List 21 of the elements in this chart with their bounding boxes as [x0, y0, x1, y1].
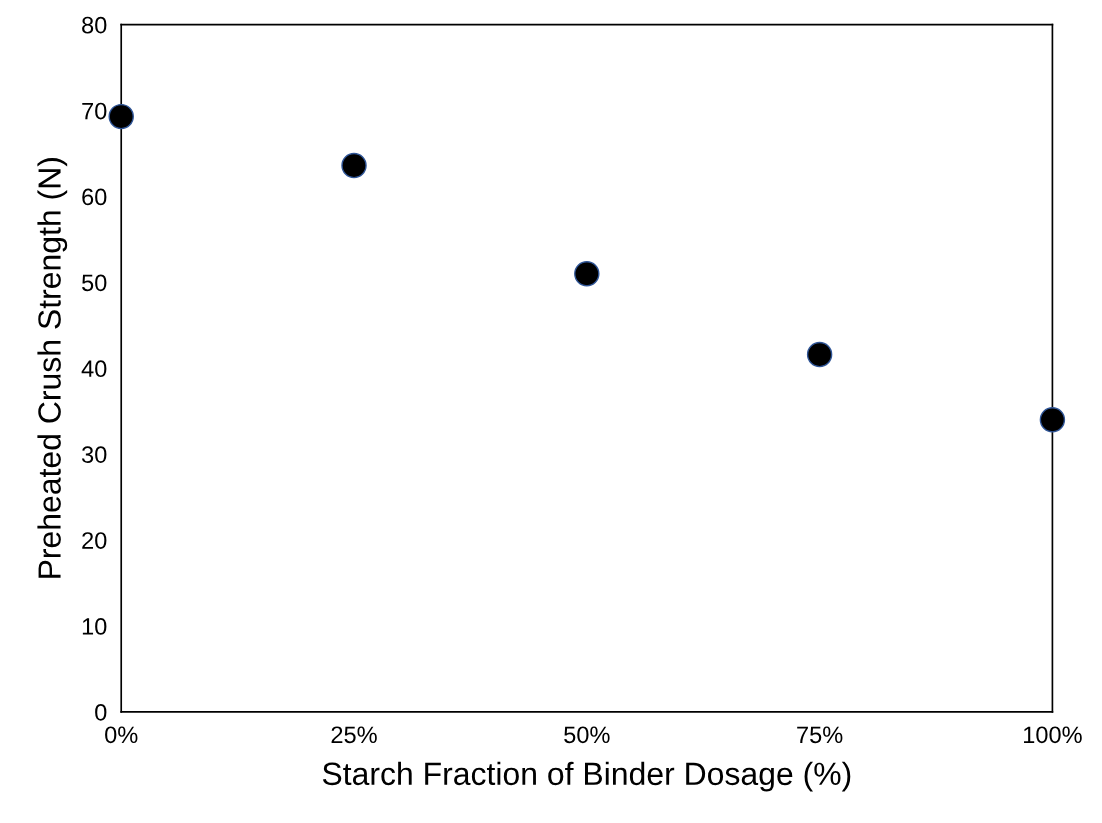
x-tick-label: 50% [564, 726, 610, 744]
x-axis-title: Starch Fraction of Binder Dosage (%) [322, 761, 851, 792]
x-tick-label: 0% [105, 726, 138, 744]
point [574, 261, 600, 287]
x-tick-label: 100% [1024, 726, 1082, 744]
y-tick-label: 70 [82, 102, 107, 120]
y-tick-label: 30 [81, 446, 107, 463]
y-tick-label: 40 [81, 360, 107, 378]
point [1039, 407, 1066, 433]
point [341, 152, 367, 179]
y-tick-label: 80 [82, 16, 107, 34]
point [806, 341, 833, 368]
x-tick-label: 25% [331, 726, 377, 744]
y-tick-label: 0 [95, 703, 107, 721]
y-tick-label: 60 [82, 188, 107, 206]
y-axis-title: Preheated Crush Strength (N) [37, 158, 68, 578]
x-tick-label: 75% [797, 726, 843, 744]
y-tick-label: 10 [82, 618, 107, 635]
y-tick-label: 20 [82, 532, 107, 549]
y-tick-label: 50 [82, 274, 107, 292]
point [108, 103, 134, 130]
